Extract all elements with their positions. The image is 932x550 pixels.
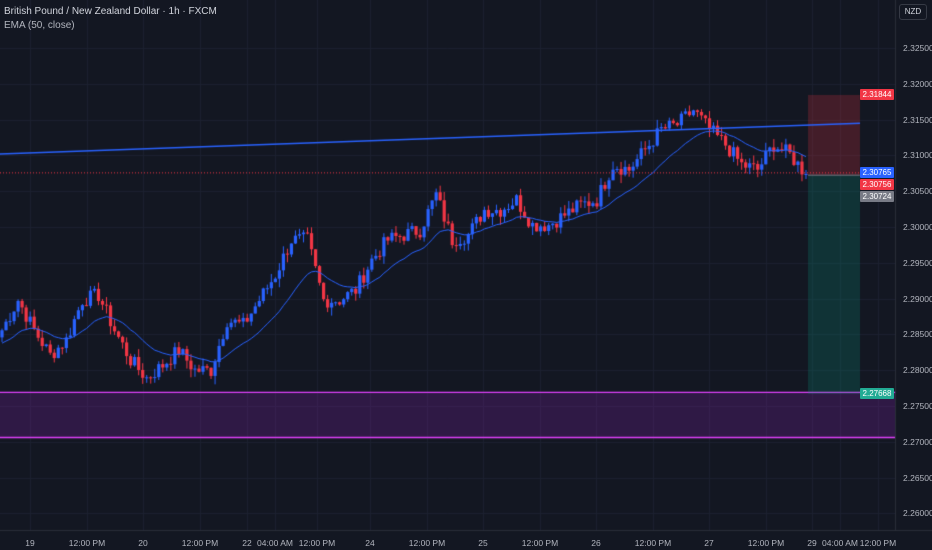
time-tick: 19 [25, 538, 35, 548]
price-tick: 2.26000 [903, 508, 932, 519]
price-label: 2.31844 [860, 89, 894, 101]
price-tick: 2.28500 [903, 329, 932, 340]
price-tick: 2.31000 [903, 150, 932, 161]
time-tick: 26 [591, 538, 601, 548]
time-tick: 12:00 PM [634, 538, 672, 548]
time-tick: 12:00 PM [408, 538, 446, 548]
price-tick: 2.28000 [903, 365, 932, 376]
time-tick: 24 [365, 538, 375, 548]
price-tick: 2.32000 [903, 78, 932, 89]
time-tick: 12:00 PM [747, 538, 785, 548]
time-tick: 12:00 PM [181, 538, 219, 548]
price-label: 2.30756 [860, 178, 894, 190]
currency-button[interactable]: NZD [899, 4, 927, 20]
price-tick: 2.30500 [903, 186, 932, 197]
price-tick: 2.31500 [903, 114, 932, 125]
price-tick: 2.27500 [903, 401, 932, 411]
price-tick: 2.32500 [903, 43, 932, 53]
time-tick: 22 [242, 538, 252, 548]
time-tick: 29 [807, 538, 817, 548]
price-label: 2.30765 [860, 166, 894, 178]
price-tick: 2.29500 [903, 257, 932, 268]
price-label: 2.30724 [860, 190, 894, 202]
price-tick: 2.29000 [903, 293, 932, 304]
price-tick: 2.26500 [903, 472, 932, 483]
time-tick: 12:00 PM [521, 538, 559, 548]
time-tick: 25 [478, 538, 488, 548]
price-label: 2.27668 [860, 388, 894, 400]
price-tick: 2.30000 [903, 222, 932, 232]
time-tick: 12:00 PM [68, 538, 106, 548]
time-tick: 04:00 AM [257, 538, 293, 548]
symbol-title[interactable]: British Pound / New Zealand Dollar · 1h … [4, 6, 217, 17]
indicator-label[interactable]: EMA (50, close) [4, 20, 75, 31]
time-tick: 12:00 PM [298, 538, 336, 548]
chart-legend: British Pound / New Zealand Dollar · 1h … [4, 5, 217, 33]
time-tick: 20 [138, 538, 148, 548]
time-tick: 04:00 AM [822, 538, 858, 548]
price-tick: 2.27000 [903, 436, 932, 447]
time-tick: 27 [704, 538, 714, 548]
time-tick: 12:00 PM [859, 538, 897, 548]
